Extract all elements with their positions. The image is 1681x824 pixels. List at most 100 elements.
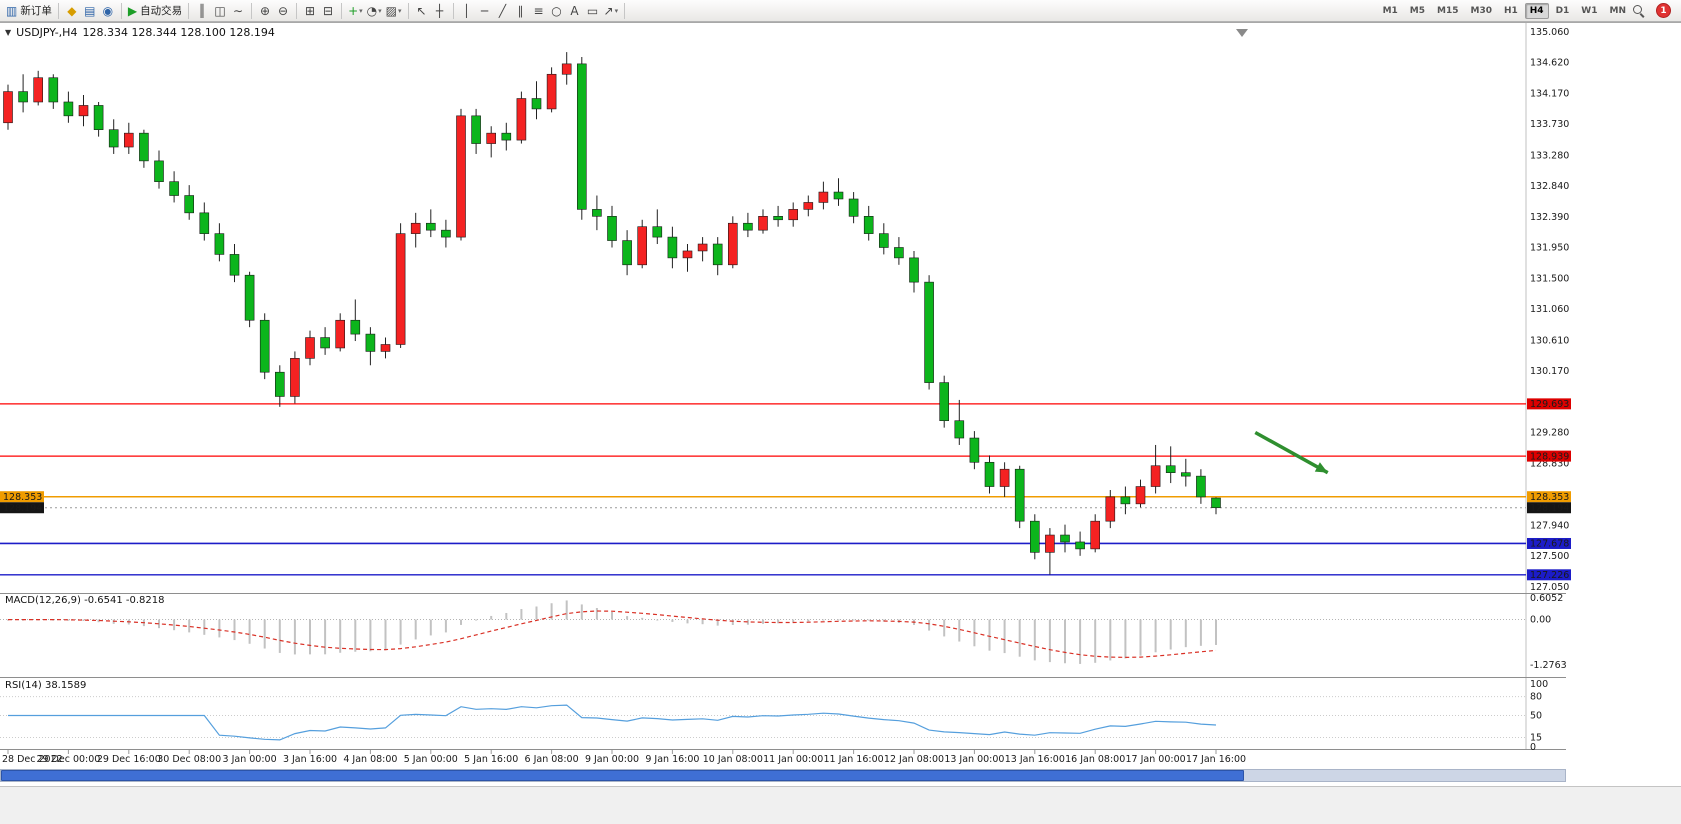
candle-body [1150, 465, 1161, 487]
periods-icon[interactable]: ◔ ▾ [365, 2, 384, 20]
timeframe-h4-button[interactable]: H4 [1524, 2, 1549, 19]
time-axis-label: 5 Jan 00:00 [404, 754, 458, 765]
candlestick-chart-icon[interactable]: ◫ [211, 2, 229, 20]
candle-body [1030, 520, 1040, 553]
candle-body [803, 202, 814, 210]
candle-body [833, 191, 844, 200]
collapse-icon[interactable]: ▼ [5, 28, 12, 37]
bar-chart-icon: ║ [198, 3, 206, 18]
candle-body [924, 281, 934, 383]
timeframe-d1-button[interactable]: D1 [1555, 5, 1570, 16]
price-axis-label: 131.500 [1530, 274, 1569, 285]
candle-body [682, 250, 693, 259]
candle-body [773, 216, 783, 221]
chart-canvas[interactable]: 135.060 134.620 134.170 133.730 133.280 132.8… [0, 23, 1681, 768]
notification-badge[interactable]: 1 [1656, 3, 1671, 18]
indicators-icon: + [348, 3, 359, 18]
candle-body [3, 91, 13, 124]
price-badge [0, 491, 44, 503]
arrows-tool-icon[interactable]: ↗ ▾ [602, 2, 621, 20]
cursor-icon: ↖ [416, 3, 427, 18]
trend-arrow-head [1314, 462, 1328, 473]
scrollbar-thumb[interactable] [1, 770, 1244, 781]
time-axis-label: 6 Jan 08:00 [525, 754, 579, 765]
new-order-icon[interactable]: ▥ 新订单 [4, 2, 54, 20]
price-badge [1527, 398, 1571, 410]
bar-chart-icon[interactable]: ║ [193, 2, 211, 20]
price-axis-label: 133.280 [1530, 150, 1569, 161]
candles-layer [3, 52, 1221, 575]
trend-arrow-annotation [1254, 430, 1329, 475]
candle-body [350, 319, 361, 335]
time-axis-label: 11 Jan 00:00 [763, 754, 823, 765]
timeframe-w1-button[interactable]: W1 [1581, 5, 1598, 16]
timeframe-m5-button[interactable]: M5 [1409, 5, 1425, 16]
timeframe-m1-button[interactable]: M1 [1382, 5, 1398, 16]
macd-scale-label: 0.00 [1530, 615, 1551, 626]
candle-body [637, 226, 648, 266]
status-strip [0, 786, 1681, 824]
candle-body [863, 216, 874, 234]
macd-scale-label: 0.6052 [1530, 593, 1563, 604]
candle-body [743, 222, 753, 231]
candle-body [712, 243, 723, 266]
rsi-indicator-label: RSI(14) 38.1589 [5, 680, 87, 691]
cursor-icon[interactable]: ↖ [413, 2, 431, 20]
rsi-scale-label: 50 [1530, 711, 1542, 722]
zoom-out-icon: ⊖ [278, 3, 289, 18]
market-watch-icon[interactable]: ▤ [81, 2, 99, 20]
text-label-icon: ▭ [586, 3, 599, 18]
autotrading-play-icon: ▶ [127, 3, 138, 18]
line-chart-icon[interactable]: ∼ [229, 2, 247, 20]
zoom-out-icon[interactable]: ⊖ [274, 2, 292, 20]
time-axis-label: 17 Jan 16:00 [1186, 754, 1246, 765]
shapes-icon[interactable]: ○ [548, 2, 566, 20]
templates-icon[interactable]: ▨ ▾ [384, 2, 404, 20]
toolbar-right-group: 1 [1632, 3, 1677, 18]
zoom-in-icon[interactable]: ⊕ [256, 2, 274, 20]
shapes-icon: ○ [551, 3, 562, 18]
candle-body [78, 105, 89, 117]
channel-icon: ∥ [517, 3, 524, 18]
timeframe-m15-button[interactable]: M15 [1437, 5, 1459, 16]
autotrading-play-icon[interactable]: ▶ 自动交易 [126, 2, 184, 20]
timeframe-m30-button[interactable]: M30 [1470, 5, 1492, 16]
candle-body [274, 371, 285, 397]
refresh-icon[interactable]: ◉ [99, 2, 117, 20]
candle-body [501, 132, 512, 141]
text-icon[interactable]: A [566, 2, 584, 20]
indicators-icon[interactable]: + ▾ [346, 2, 365, 20]
candle-body [139, 132, 149, 162]
vertical-line-icon[interactable]: │ [458, 2, 476, 20]
horizontal-scrollbar[interactable] [0, 769, 1566, 782]
trendline-icon[interactable]: ╱ [494, 2, 512, 20]
timeframe-h1-button[interactable]: H1 [1503, 5, 1518, 16]
channel-icon[interactable]: ∥ [512, 2, 530, 20]
price-list-icon[interactable]: ◆ [63, 2, 81, 20]
price-badge [1527, 450, 1571, 462]
crosshair-icon[interactable]: ┼ [431, 2, 449, 20]
new-order-icon: ▥ [6, 3, 18, 18]
candle-body [154, 160, 164, 182]
fibonacci-icon[interactable]: ≡ [530, 2, 548, 20]
text-label-icon[interactable]: ▭ [584, 2, 602, 20]
tile-windows-icon[interactable]: ⊞ [301, 2, 319, 20]
arrows-tool-icon: ↗ [603, 3, 614, 18]
candle-body [1014, 468, 1025, 522]
candle-body [410, 222, 421, 234]
time-axis-label: 30 Dec 08:00 [157, 754, 221, 765]
price-badge [0, 502, 44, 514]
candle-body [516, 98, 527, 141]
candle-body [667, 236, 678, 259]
candle-body [576, 63, 587, 210]
cascade-windows-icon[interactable]: ⊟ [319, 2, 337, 20]
horizontal-line-icon[interactable]: ─ [476, 2, 494, 20]
periods-icon: ◔ [366, 3, 378, 18]
candle-body [818, 191, 829, 203]
timeframe-mn-button[interactable]: MN [1609, 5, 1627, 16]
search-icon[interactable] [1632, 4, 1646, 18]
text-icon: A [570, 3, 579, 18]
candle-body [1120, 496, 1131, 505]
price-axis-label: 128.830 [1530, 459, 1569, 470]
price-badge-text: 128.194 [1530, 503, 1569, 514]
